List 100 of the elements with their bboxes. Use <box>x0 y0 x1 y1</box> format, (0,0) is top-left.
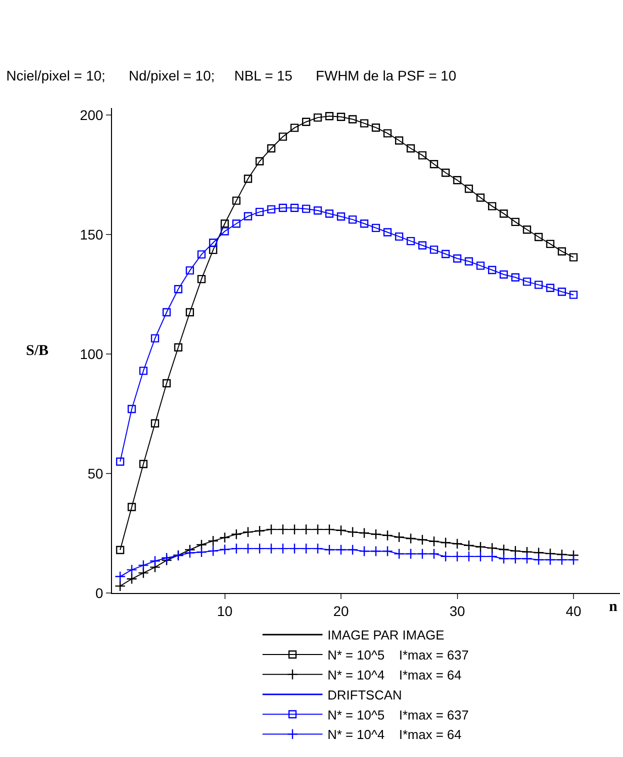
point <box>230 528 242 540</box>
point <box>302 118 310 126</box>
point <box>300 524 312 535</box>
x-axis-title: n <box>609 599 618 615</box>
point <box>150 334 160 342</box>
point <box>336 544 347 556</box>
point <box>522 553 532 564</box>
text: IMAGE PAR IMAGE <box>328 628 445 643</box>
y-tick-label: 50 <box>88 465 104 482</box>
point <box>208 545 219 556</box>
point <box>220 227 229 236</box>
point <box>522 278 532 286</box>
point <box>186 308 194 316</box>
point <box>256 157 264 166</box>
point <box>372 224 380 232</box>
point <box>278 132 287 141</box>
point <box>476 193 485 202</box>
point <box>544 554 556 566</box>
point <box>498 544 510 556</box>
legend-label: N* = 10^4 I*max = 64 <box>328 667 462 682</box>
x-tick-label: 10 <box>216 602 233 619</box>
point <box>486 550 498 562</box>
point <box>290 204 299 212</box>
point <box>453 176 462 184</box>
point <box>405 548 416 560</box>
point <box>440 537 452 548</box>
point <box>219 544 230 556</box>
y-tick-label: 0 <box>95 584 104 601</box>
point <box>358 528 370 539</box>
point <box>219 532 230 544</box>
point <box>558 247 566 256</box>
point <box>114 571 126 582</box>
x-tick-label: 30 <box>449 602 466 619</box>
point <box>500 210 508 218</box>
point <box>440 550 452 562</box>
point <box>476 262 485 270</box>
point <box>220 220 229 228</box>
point <box>128 404 136 414</box>
legend-label: N* = 10^5 I*max = 637 <box>328 707 469 722</box>
x-tick-label: 40 <box>566 602 582 619</box>
point <box>546 240 554 248</box>
point <box>312 543 324 554</box>
point <box>500 270 508 279</box>
point <box>314 206 322 215</box>
point <box>150 419 160 428</box>
point <box>406 144 415 152</box>
point <box>277 524 288 535</box>
point <box>277 543 288 554</box>
point <box>463 540 474 551</box>
point <box>394 548 405 560</box>
point <box>394 532 405 543</box>
point <box>266 543 277 554</box>
point <box>569 253 578 262</box>
point <box>162 379 171 388</box>
point <box>139 460 148 468</box>
point <box>302 204 310 213</box>
point <box>430 160 438 168</box>
point <box>382 530 394 541</box>
point <box>442 168 450 177</box>
point <box>314 113 322 122</box>
point <box>522 226 532 234</box>
point <box>162 308 171 316</box>
point <box>289 543 300 554</box>
point <box>568 554 579 566</box>
point <box>324 524 335 535</box>
point <box>534 232 543 242</box>
point <box>558 288 566 296</box>
point <box>128 502 136 512</box>
chart-title: Nciel/pixel = 10; Nd/pixel = 10; NBL = 15 FWHM de la PSF = 10 <box>6 68 456 84</box>
point <box>452 538 463 550</box>
legend-label: N* = 10^5 I*max = 637 <box>328 648 469 663</box>
point <box>267 144 276 152</box>
point <box>325 112 334 120</box>
point <box>114 580 126 592</box>
point <box>347 544 358 556</box>
point <box>511 273 520 282</box>
point <box>428 548 440 560</box>
point <box>453 254 462 263</box>
point <box>232 196 240 205</box>
point <box>442 250 450 258</box>
point <box>510 545 521 556</box>
point <box>138 567 149 578</box>
point <box>556 554 568 566</box>
point <box>358 546 370 557</box>
point <box>428 536 440 547</box>
point <box>242 526 254 538</box>
point <box>290 124 299 132</box>
point <box>139 366 148 375</box>
point <box>464 184 473 193</box>
point <box>383 228 392 236</box>
point <box>230 543 242 554</box>
point <box>488 266 496 274</box>
point <box>254 525 266 536</box>
point <box>463 550 474 562</box>
y-tick-label: 100 <box>80 346 104 362</box>
point <box>197 274 206 284</box>
point <box>405 533 416 544</box>
point <box>208 535 219 546</box>
point <box>196 546 208 558</box>
point <box>370 528 382 540</box>
